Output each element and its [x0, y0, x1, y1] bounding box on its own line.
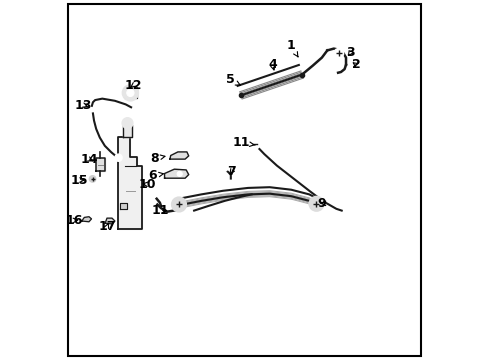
Text: 2: 2: [351, 58, 360, 71]
Polygon shape: [81, 217, 91, 222]
Text: 4: 4: [267, 58, 276, 71]
Text: 8: 8: [150, 152, 164, 165]
Circle shape: [222, 166, 227, 171]
Circle shape: [89, 176, 96, 182]
Circle shape: [333, 49, 343, 58]
Text: 6: 6: [148, 169, 163, 182]
Text: 14: 14: [80, 153, 98, 166]
Text: 11: 11: [232, 136, 255, 149]
Circle shape: [250, 139, 260, 149]
Circle shape: [171, 197, 186, 212]
Polygon shape: [96, 158, 104, 171]
Circle shape: [122, 118, 133, 129]
Text: 10: 10: [138, 178, 156, 191]
Polygon shape: [164, 169, 188, 178]
Text: 11: 11: [151, 204, 168, 217]
Polygon shape: [120, 203, 127, 209]
Text: 15: 15: [70, 174, 87, 186]
Text: 5: 5: [225, 73, 240, 86]
Text: 16: 16: [65, 214, 83, 227]
Circle shape: [115, 154, 122, 161]
Circle shape: [177, 171, 182, 176]
Text: 3: 3: [346, 46, 354, 59]
Polygon shape: [105, 218, 115, 224]
Text: 17: 17: [98, 220, 116, 233]
Polygon shape: [122, 125, 132, 137]
Text: 1: 1: [285, 39, 297, 57]
Text: 13: 13: [74, 99, 92, 112]
Text: 7: 7: [227, 165, 236, 177]
Polygon shape: [118, 137, 142, 229]
Circle shape: [122, 85, 138, 101]
Circle shape: [126, 89, 134, 96]
Text: 12: 12: [124, 79, 142, 92]
Text: 9: 9: [317, 197, 325, 210]
Polygon shape: [170, 152, 188, 159]
Circle shape: [309, 197, 323, 211]
